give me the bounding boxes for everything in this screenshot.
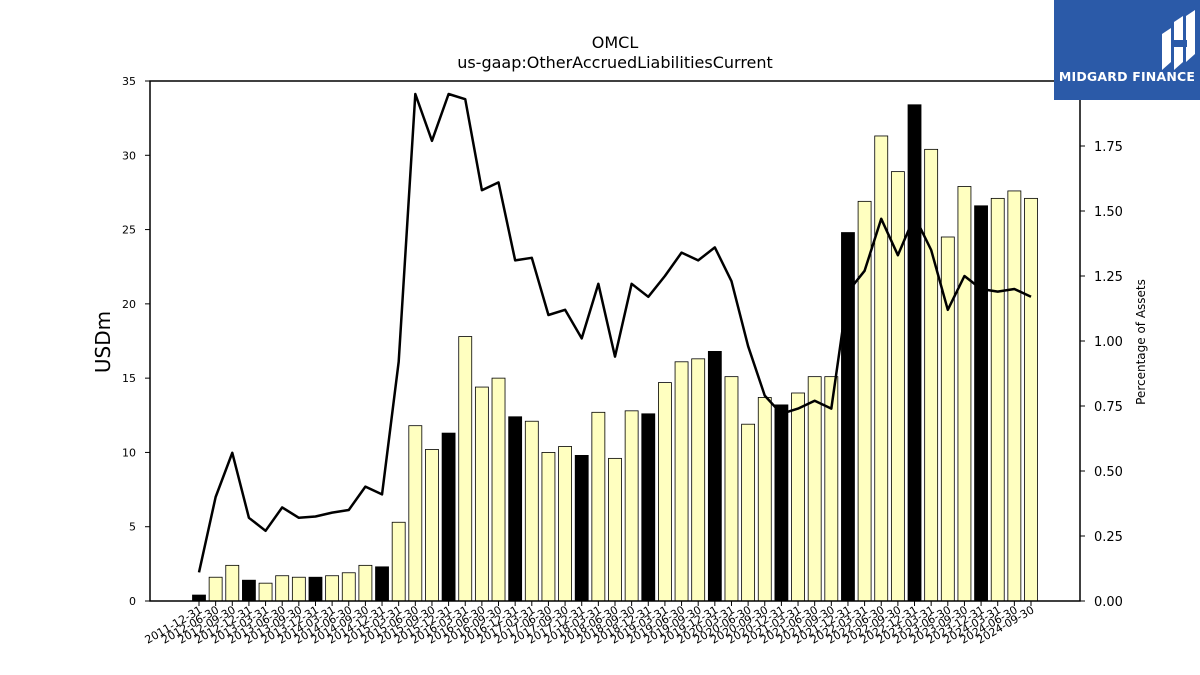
y2-tick-label: 1.50 [1094,205,1123,220]
y-tick-label: 35 [122,75,136,88]
bar-2022-12-31 [907,104,922,602]
y-tick-label: 25 [122,224,136,237]
bar-2020-03-31 [724,376,739,602]
bar-2014-12-31 [375,566,389,602]
bar-2014-03-31 [325,575,340,602]
bar-2015-03-31 [391,521,406,602]
percentage-line-series [197,92,1032,573]
bar-2021-09-30 [824,376,839,602]
y2-tick-label: 1.75 [1094,140,1123,155]
bar-2023-09-30 [957,186,972,602]
percentage-line [197,92,1032,573]
y-tick-label: 20 [122,298,136,311]
y-tick-label: 30 [122,149,136,162]
bar-2022-03-31 [857,200,872,602]
bar-2016-06-30 [474,386,489,602]
bar-2015-06-30 [408,425,423,602]
bar-2016-03-31 [458,336,473,602]
chart-subtitle: us-gaap:OtherAccruedLiabilitiesCurrent [457,53,773,72]
y2-axis-label: Percentage of Assets [1134,279,1148,405]
bar-2011-12-31 [192,594,206,602]
bar-series [192,104,1038,602]
y-axis-label: USDm [91,311,115,373]
y-tick-label: 0 [129,595,136,608]
bar-2020-09-30 [757,397,772,602]
bar-2013-09-30 [291,576,306,602]
bar-2019-09-30 [691,358,706,602]
bar-2021-06-30 [807,376,822,602]
y2-tick-label: 0.25 [1094,530,1123,545]
bar-2017-12-31 [574,454,589,602]
y-tick-label: 10 [122,446,136,459]
bar-2015-09-30 [425,449,439,602]
bar-2022-09-30 [890,171,905,602]
bar-2013-12-31 [308,576,323,602]
bar-2017-06-30 [541,452,556,602]
y2-tick-label: 0.75 [1094,400,1123,415]
bar-2012-09-30 [225,564,240,602]
bar-2020-06-30 [741,423,756,602]
y-tick-label: 15 [122,372,136,385]
bar-2023-03-31 [924,148,939,602]
bar-2014-09-30 [358,564,373,602]
bar-2015-12-31 [441,432,456,602]
bar-2018-03-31 [591,411,606,602]
y-tick-label: 5 [129,521,136,534]
bar-2024-06-30 [1007,190,1022,602]
bar-2019-03-31 [658,382,672,602]
bar-2024-09-30 [1024,197,1038,602]
y2-tick-label: 1.25 [1094,270,1123,285]
bar-2023-12-31 [974,205,988,602]
y2-tick-label: 1.00 [1094,335,1123,350]
bar-2012-12-31 [242,579,256,602]
midgard-logo-icon [1162,10,1195,70]
bar-2018-12-31 [641,413,656,602]
brand-logo: MIDGARD FINANCE [1054,0,1200,100]
bar-2013-03-31 [258,582,273,602]
bar-2017-03-31 [524,420,539,602]
axes: 0 5 10 15 20 25 30 35 0.00 0.25 0.50 0.75 1.00 1.25 1.… [122,75,1123,647]
bar-2021-03-31 [791,392,805,602]
chart-title: OMCL [592,33,639,52]
bar-2022-06-30 [874,135,889,602]
bar-2014-06-30 [341,572,356,602]
y2-tick-label: 0.50 [1094,465,1123,480]
y2-tick-label: 0.00 [1094,595,1123,610]
bar-2018-06-30 [608,457,622,602]
brand-name: MIDGARD FINANCE [1058,69,1196,84]
bar-2016-12-31 [508,416,523,602]
bar-2019-06-30 [674,361,689,602]
bar-2017-09-30 [558,446,572,602]
bar-2018-09-30 [624,410,639,602]
bar-2024-03-31 [990,197,1005,602]
bar-2019-12-31 [707,350,722,602]
bar-2012-06-30 [208,576,223,602]
bar-2013-06-30 [275,575,290,602]
bar-2020-12-31 [774,404,789,602]
bar-2016-09-30 [491,377,506,602]
